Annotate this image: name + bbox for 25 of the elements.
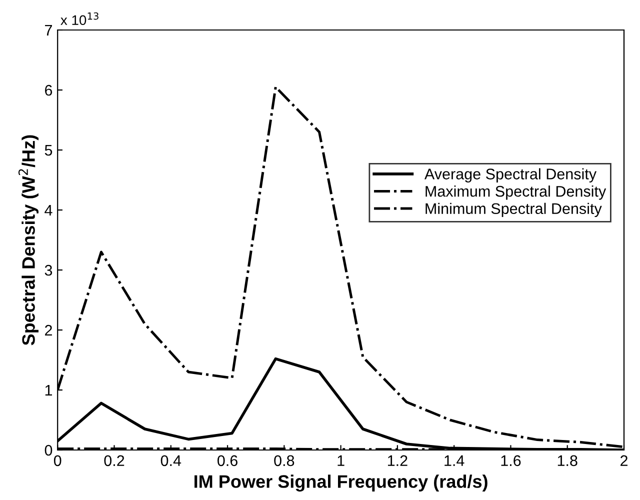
y-tick-label: 1 [45,385,52,396]
legend-label: Maximum Spectral Density [426,186,606,200]
x-tick-label: 0.6 [218,455,238,466]
x-axis-title: IM Power Signal Frequency (rad/s) [194,474,488,492]
y-axis-title: Spectral Density (W$^{2}$/Hz) [18,135,39,346]
x-tick-label: 0.4 [160,455,182,466]
y-tick-label: 6 [45,84,52,96]
y-tick-label: 5 [44,145,52,156]
x-tick-label: 1.4 [444,455,464,466]
x-tick-label: 1.6 [501,455,521,466]
y-tick-label: 4 [44,205,52,216]
x-tick-label: 1 [338,455,344,466]
text: x 10$^{13}$ [60,12,98,26]
y-tick-label: 3 [44,264,52,276]
x-tick-label: 1.8 [558,455,578,466]
legend-label: Minimum Spectral Density [426,202,602,218]
x-tick-label: 0 [54,455,62,466]
y-tick-label: 0 [44,444,52,456]
legend-label: Average Spectral Density [424,168,597,182]
x-tick-label: 0.8 [274,455,294,466]
x-tick-label: 1.2 [388,455,408,466]
y-tick-label: 7 [45,25,52,36]
x-tick-label: 0.2 [104,455,124,466]
x-tick-label: 2 [620,455,628,466]
y-tick-label: 2 [45,324,52,336]
